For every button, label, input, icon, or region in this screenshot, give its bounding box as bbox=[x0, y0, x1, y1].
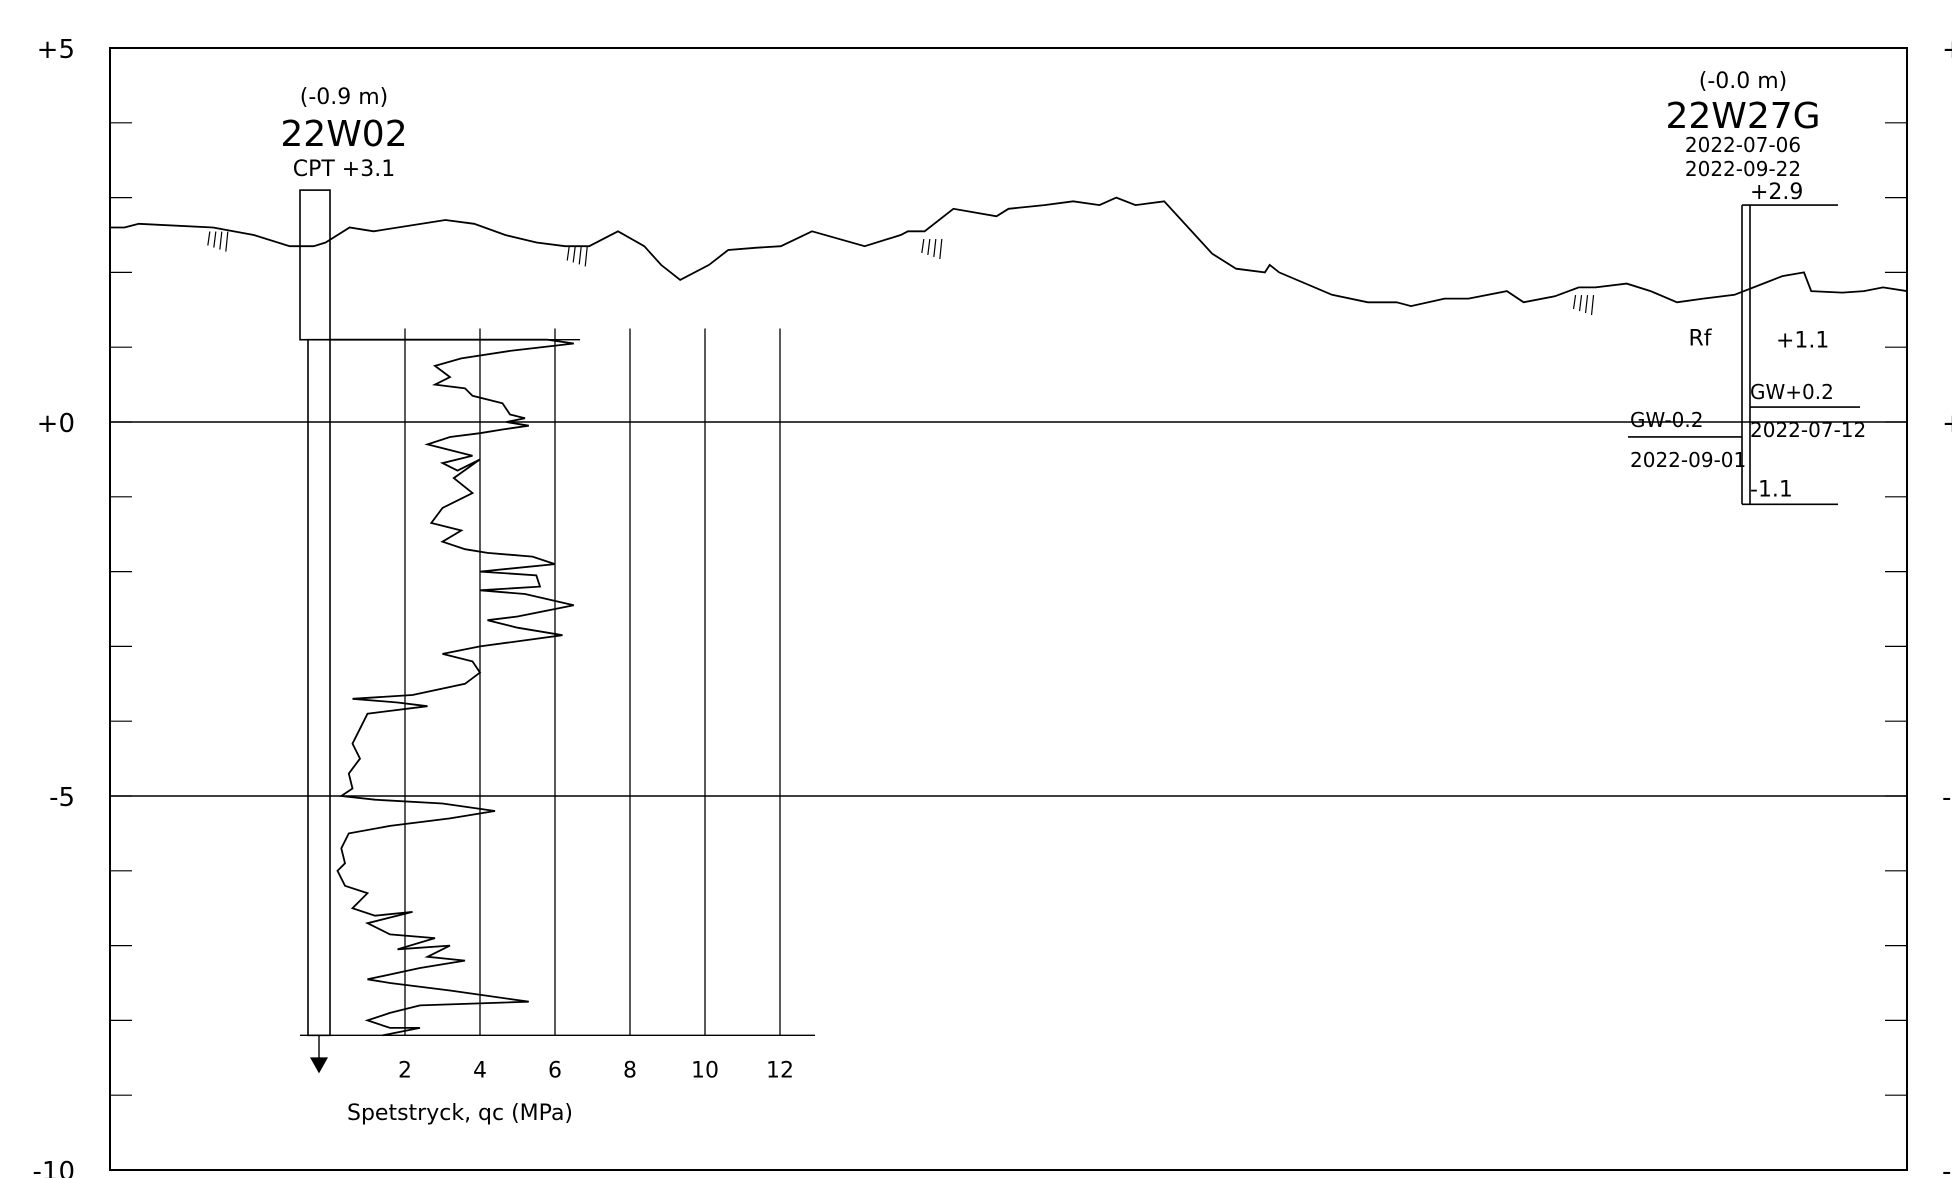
borehole-date-1: 2022-07-06 bbox=[1685, 133, 1801, 157]
ground-surface bbox=[110, 196, 1908, 316]
borehole-date-2: 2022-09-22 bbox=[1685, 157, 1801, 181]
surface-hatch-mark bbox=[584, 246, 588, 267]
cpt-tick-label: 8 bbox=[623, 1058, 637, 1083]
surface-hatch-mark bbox=[939, 238, 943, 260]
soil-type-label: Rf bbox=[1688, 327, 1712, 352]
elevation-tick-label: -10 bbox=[33, 1157, 75, 1178]
groundwater-level-left: GW-0.2 2022-09-01 bbox=[1628, 408, 1746, 472]
cpt-tick-label: 2 bbox=[398, 1058, 412, 1083]
borehole-id: 22W02 bbox=[280, 114, 407, 155]
borehole-22W02: (-0.9 m) 22W02 CPT +3.1 2 4 6 8 10 12 Spetstr… bbox=[280, 85, 815, 1126]
pipe-top-elevation-label: +2.9 bbox=[1750, 180, 1803, 205]
groundwater-pipe bbox=[1741, 204, 1838, 506]
borehole-offset-label: (-0.9 m) bbox=[300, 85, 389, 110]
surface-hatch-mark bbox=[213, 231, 217, 248]
elevation-axis-left: +5 + +0 + -5 - -10 - bbox=[33, 35, 1952, 1178]
cpt-resistance-curve bbox=[330, 338, 575, 1037]
section-frame bbox=[109, 47, 1908, 1171]
elevation-tick-label: +5 bbox=[37, 35, 75, 65]
surface-hatch-mark bbox=[1590, 295, 1595, 316]
elevation-gridlines bbox=[110, 122, 1907, 1096]
surface-hatch-mark bbox=[566, 246, 570, 261]
borehole-id: 22W27G bbox=[1665, 96, 1820, 137]
borehole-22W27G: (-0.0 m) 22W27G 2022-07-06 2022-09-22 +2… bbox=[1628, 69, 1866, 506]
surface-hatch-mark bbox=[1584, 295, 1589, 314]
groundwater-date: 2022-07-12 bbox=[1750, 418, 1866, 442]
cpt-scale-labels: 2 4 6 8 10 12 bbox=[398, 1058, 794, 1083]
surface-hatch-mark bbox=[933, 238, 937, 258]
elevation-tick-label-right: - bbox=[1942, 1157, 1951, 1178]
borehole-offset-label: (-0.0 m) bbox=[1699, 69, 1788, 94]
cpt-tick-label: 6 bbox=[548, 1058, 562, 1083]
cpt-end-arrow-icon bbox=[310, 1057, 328, 1074]
cpt-tick-label: 10 bbox=[691, 1058, 719, 1083]
surface-hatch-mark bbox=[207, 231, 211, 246]
surface-hatch-mark bbox=[225, 231, 229, 252]
surface-hatch-mark bbox=[921, 238, 925, 254]
elevation-tick-label: +0 bbox=[37, 409, 75, 439]
pipe-bottom-elevation-label: -1.1 bbox=[1750, 477, 1793, 502]
groundwater-label: GW-0.2 bbox=[1630, 408, 1704, 432]
cpt-tick-label: 12 bbox=[766, 1058, 794, 1083]
elevation-tick-label-right: - bbox=[1942, 783, 1951, 813]
ground-surface-line bbox=[110, 196, 1908, 308]
surface-hatch-mark bbox=[219, 231, 223, 250]
borehole-method-label: CPT +3.1 bbox=[293, 157, 395, 182]
cpt-scale-grid bbox=[322, 328, 781, 1036]
surface-elevation-label: +1.1 bbox=[1776, 329, 1829, 354]
cpt-tick-label: 4 bbox=[473, 1058, 487, 1083]
groundwater-label: GW+0.2 bbox=[1750, 380, 1834, 404]
surface-hatch-mark bbox=[1578, 295, 1583, 312]
groundwater-date: 2022-09-01 bbox=[1630, 448, 1746, 472]
cpt-rod-lower bbox=[307, 338, 331, 1037]
cpt-x-axis-title: Spetstryck, qc (MPa) bbox=[347, 1101, 573, 1126]
groundwater-level-right: GW+0.2 2022-07-12 bbox=[1750, 380, 1866, 442]
surface-hatch-mark bbox=[1572, 295, 1577, 310]
cpt-rod-upper bbox=[299, 189, 331, 341]
elevation-tick-label-right: + bbox=[1942, 409, 1952, 439]
elevation-tick-label-right: + bbox=[1942, 35, 1952, 65]
surface-hatch-mark bbox=[927, 238, 931, 256]
surface-hatch-mark bbox=[572, 246, 576, 263]
elevation-tick-label: -5 bbox=[49, 783, 75, 813]
surface-hatch-mark bbox=[578, 246, 582, 265]
